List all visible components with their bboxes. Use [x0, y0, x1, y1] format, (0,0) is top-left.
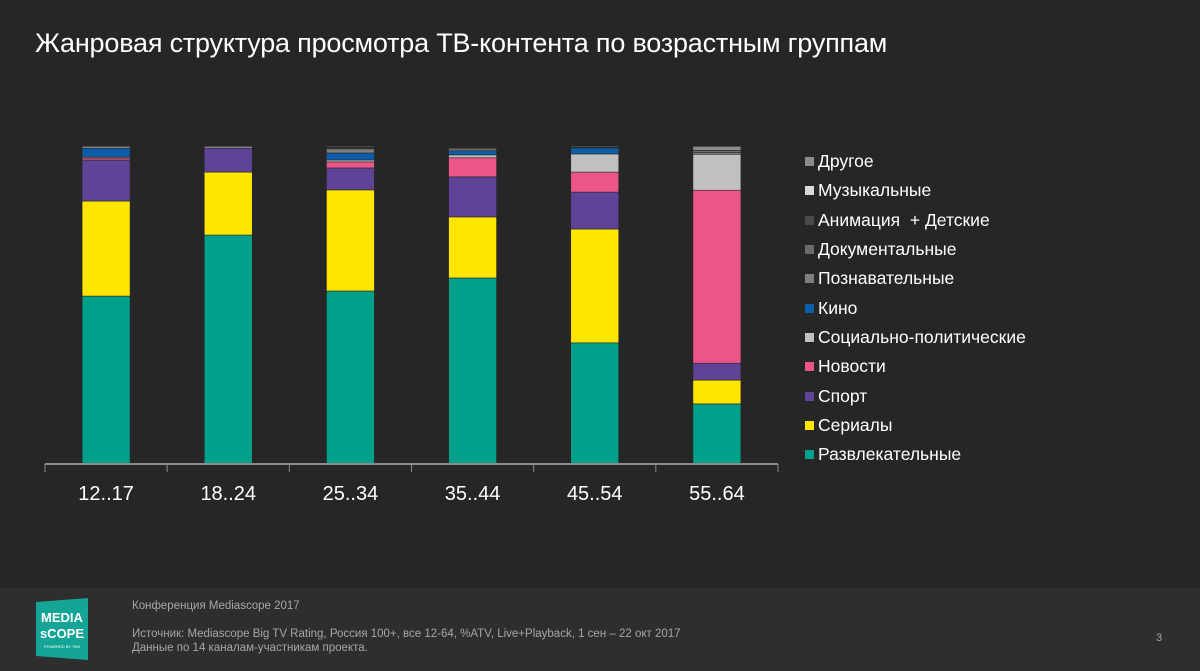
- bar-segment: [692, 379, 742, 405]
- legend-swatch: [805, 420, 814, 430]
- conference-label: Конференция Mediascope 2017: [132, 600, 300, 612]
- legend-item: Анимация + Детские: [805, 206, 1026, 235]
- bar-segment: [326, 152, 375, 161]
- bar-segment: [692, 362, 742, 381]
- source-note: Источник: Mediascope Big TV Rating, Росс…: [132, 627, 681, 655]
- legend-label: Спорт: [818, 385, 868, 406]
- legend-label: Документальные: [818, 239, 957, 260]
- bar-segment: [448, 157, 497, 178]
- legend-swatch: [805, 186, 814, 196]
- legend-label: Музыкальные: [818, 180, 932, 201]
- bar-segment: [326, 161, 375, 169]
- bar-segment: [570, 171, 620, 193]
- legend-item: Социально-политические: [805, 323, 1026, 352]
- legend-swatch: [805, 215, 814, 225]
- bar-segment: [326, 148, 375, 154]
- legend-item: Музыкальные: [805, 176, 1026, 205]
- legend-label: Познавательные: [818, 268, 955, 289]
- bar-segment: [448, 154, 497, 159]
- legend-label: Развлекательные: [818, 444, 962, 465]
- x-tick-label: 18..24: [200, 483, 256, 505]
- bar-segment: [81, 200, 131, 297]
- stacked-bar-chart: 12..17 18..24 25..34 35..44 45..54 55..64: [44, 145, 779, 505]
- legend-label: Сериалы: [818, 414, 893, 435]
- bar-segment: [203, 147, 253, 173]
- legend-swatch: [805, 450, 814, 460]
- legend-swatch: [805, 245, 814, 255]
- bar-segment: [570, 147, 620, 155]
- legend-label: Кино: [818, 297, 858, 318]
- legend-swatch: [805, 274, 814, 284]
- legend-item: Спорт: [805, 381, 1026, 410]
- legend-item: Сериалы: [805, 411, 1026, 440]
- legend-item: Документальные: [805, 235, 1026, 264]
- bar-segment: [570, 342, 620, 465]
- bar-segment: [692, 403, 742, 465]
- bar-segment: [692, 146, 742, 151]
- bar-segment: [203, 234, 253, 465]
- legend-swatch: [805, 362, 814, 372]
- legend-item: Новости: [805, 352, 1026, 381]
- bar-segment: [326, 167, 375, 191]
- bar-segment: [448, 176, 497, 218]
- source-line-2: Данные по 14 каналам-участникам проекта.: [132, 642, 368, 654]
- logo-background: [36, 598, 88, 660]
- bar-segment: [692, 189, 742, 364]
- legend-swatch: [805, 303, 814, 313]
- bar-segment: [326, 290, 375, 465]
- x-tick-label: 35..44: [445, 483, 501, 505]
- bar-segment: [448, 147, 497, 150]
- bar-segment: [203, 171, 253, 236]
- bar-segment: [448, 277, 497, 465]
- x-tick-label: 12..17: [78, 483, 134, 505]
- legend-swatch: [805, 391, 814, 401]
- bar-segment: [81, 295, 131, 465]
- bar-segment: [570, 153, 620, 173]
- bar-segment: [81, 147, 131, 158]
- bar-segment: [692, 153, 742, 191]
- legend-swatch: [805, 332, 814, 342]
- legend-label: Социально-политические: [818, 326, 1026, 347]
- bar-segment: [570, 191, 620, 230]
- legend-label: Другое: [818, 151, 874, 172]
- bar-segment: [448, 216, 497, 279]
- logo-tagline: POWERED BY TNS: [44, 644, 80, 649]
- x-tick-label: 45..54: [567, 483, 623, 505]
- bar-segment: [326, 145, 375, 148]
- mediascope-logo: MEDIA sCOPE POWERED BY TNS: [36, 598, 88, 660]
- bar-segment: [570, 145, 620, 148]
- bar-segment: [81, 159, 131, 202]
- footer: [0, 588, 1200, 671]
- x-tick-label: 25..34: [323, 483, 379, 505]
- legend-item: Другое: [805, 147, 1026, 176]
- bar-segment: [326, 189, 375, 292]
- legend-label: Новости: [818, 356, 886, 377]
- legend-item: Кино: [805, 293, 1026, 322]
- x-tick-label: 55..64: [689, 483, 745, 505]
- chart-legend: Другое Музыкальные Анимация + Детские Докум…: [805, 147, 1026, 469]
- legend-swatch: [805, 157, 814, 167]
- page-number: 3: [1156, 632, 1163, 644]
- bar-segment: [203, 146, 253, 149]
- bar-segment: [448, 150, 497, 156]
- legend-label: Анимация + Детские: [818, 209, 990, 230]
- bar-segment: [81, 146, 131, 149]
- logo-line1: MEDIA: [41, 610, 84, 625]
- legend-item: Познавательные: [805, 264, 1026, 293]
- chart-title: Жанровая структура просмотра ТВ-контента…: [35, 28, 888, 58]
- bar-segment: [570, 228, 620, 344]
- legend-item: Развлекательные: [805, 440, 1026, 469]
- source-line-1: Источник: Mediascope Big TV Rating, Росс…: [132, 628, 681, 640]
- logo-line2: sCOPE: [40, 626, 84, 641]
